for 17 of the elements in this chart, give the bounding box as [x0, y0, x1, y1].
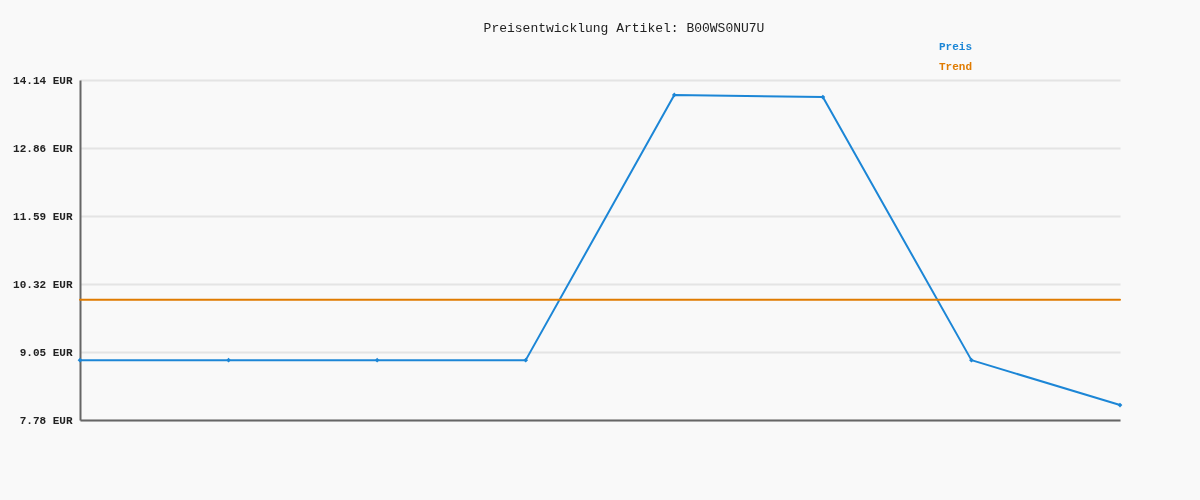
point — [523, 357, 529, 363]
point — [969, 357, 974, 363]
text: Preis — [939, 41, 973, 53]
point — [374, 357, 380, 363]
point — [1117, 402, 1123, 408]
y-tick-label: 10.32 EUR — [13, 278, 73, 291]
chart-title: Preisentwicklung Artikel: B00WS0NU7U — [483, 21, 765, 36]
y-tick-label: 14.14 EUR — [13, 74, 73, 87]
point — [226, 357, 231, 363]
text: Trend — [939, 61, 973, 73]
point — [77, 357, 83, 363]
y-tick-label: 9.05 EUR — [19, 346, 73, 359]
point — [671, 92, 677, 98]
y-tick-label: 11.59 EUR — [13, 210, 73, 223]
y-tick-label: 7.78 EUR — [19, 414, 73, 427]
y-tick-label: 12.86 EUR — [13, 142, 73, 155]
point — [820, 94, 826, 100]
